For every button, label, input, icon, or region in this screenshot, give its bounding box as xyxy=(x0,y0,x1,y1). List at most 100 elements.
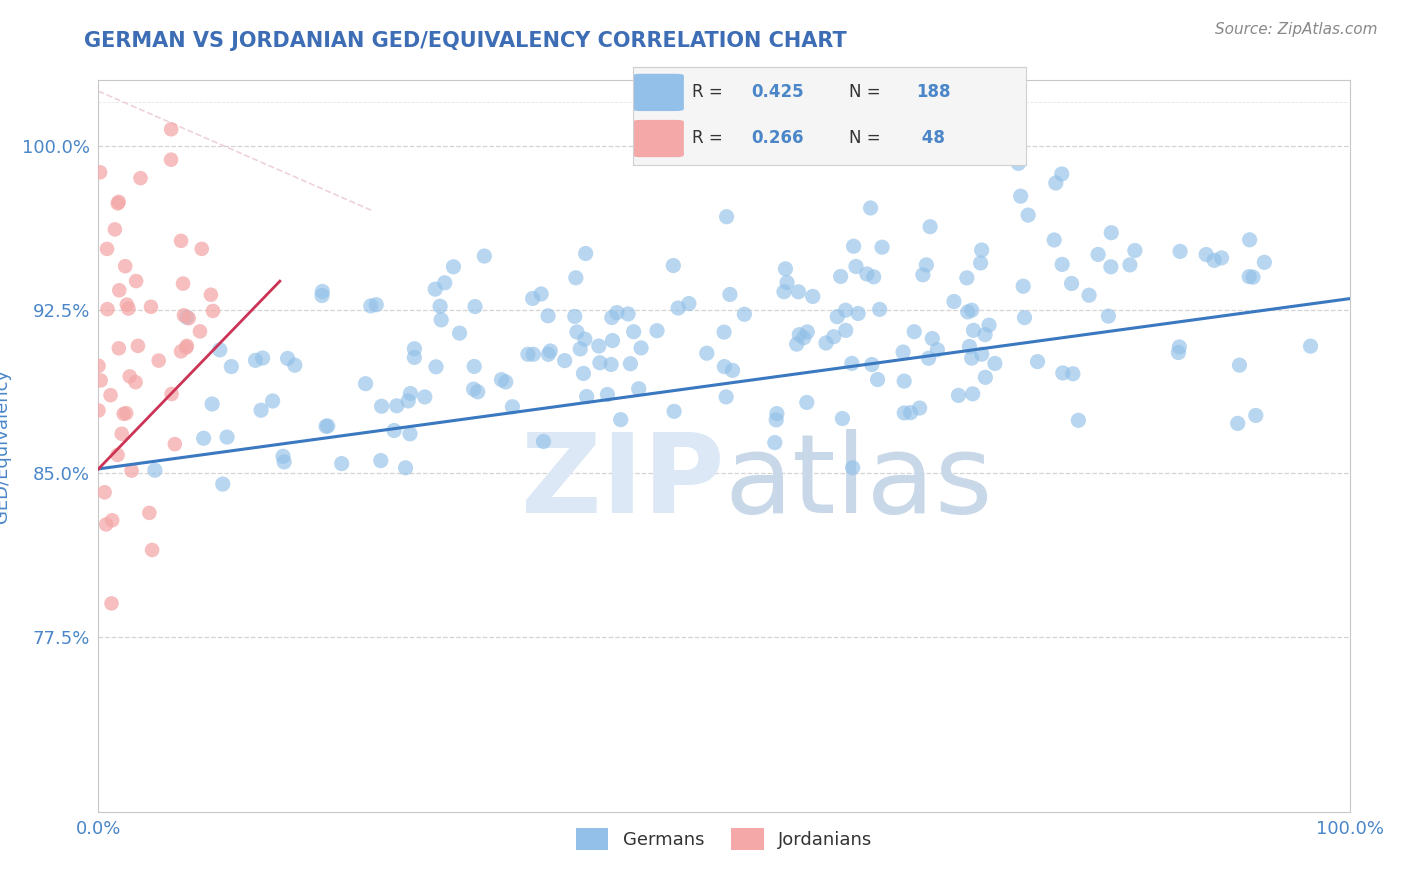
Point xyxy=(464,300,486,314)
Point xyxy=(245,353,267,368)
Point xyxy=(1017,208,1039,222)
Point xyxy=(316,419,339,434)
Point xyxy=(100,388,122,402)
Point xyxy=(176,339,198,353)
Point xyxy=(891,345,914,359)
Point xyxy=(1253,255,1275,269)
Point xyxy=(522,292,544,306)
Point xyxy=(404,351,426,365)
Point xyxy=(900,406,922,420)
Point xyxy=(962,323,984,337)
Point xyxy=(1062,367,1084,381)
Point xyxy=(170,344,193,359)
Point xyxy=(463,382,485,396)
Point xyxy=(775,261,797,276)
Point xyxy=(537,347,560,361)
Point xyxy=(160,387,183,401)
Point xyxy=(533,434,555,449)
Point xyxy=(1299,339,1322,353)
Point xyxy=(627,382,650,396)
Point xyxy=(89,165,111,179)
Point xyxy=(315,419,337,434)
Point xyxy=(908,401,931,415)
Point xyxy=(173,309,195,323)
Point xyxy=(1007,156,1029,170)
Point xyxy=(1244,409,1267,423)
Point xyxy=(121,464,143,478)
Point xyxy=(141,543,163,558)
Point xyxy=(773,285,796,299)
Point xyxy=(959,339,981,353)
Point xyxy=(1067,413,1090,427)
Point xyxy=(112,407,135,421)
Point xyxy=(915,258,938,272)
Point xyxy=(1119,258,1142,272)
Point xyxy=(200,287,222,301)
Point xyxy=(1168,244,1191,259)
Point xyxy=(138,506,160,520)
Point xyxy=(862,269,884,284)
Point xyxy=(1078,288,1101,302)
Point xyxy=(787,327,810,342)
Point xyxy=(94,517,117,532)
Point xyxy=(93,485,115,500)
Point xyxy=(733,307,755,321)
Text: N =: N = xyxy=(849,128,886,146)
Point xyxy=(522,347,544,361)
Point xyxy=(856,267,879,281)
Point xyxy=(602,334,624,348)
Point xyxy=(623,325,645,339)
Point xyxy=(588,339,610,353)
Point xyxy=(399,386,422,401)
Point xyxy=(208,343,231,357)
Point xyxy=(1099,226,1122,240)
Point xyxy=(662,404,685,418)
Point xyxy=(250,403,273,417)
Point xyxy=(575,246,598,260)
Point xyxy=(596,387,619,401)
Point xyxy=(491,373,513,387)
Point xyxy=(472,249,495,263)
Point xyxy=(396,393,419,408)
Point xyxy=(271,450,294,464)
Point xyxy=(713,359,735,374)
Point xyxy=(201,304,224,318)
Point xyxy=(870,240,893,254)
Point xyxy=(1097,309,1119,323)
Point xyxy=(666,301,689,315)
Point xyxy=(104,222,127,236)
Point xyxy=(100,596,122,610)
Point xyxy=(277,351,299,366)
Point xyxy=(262,394,284,409)
Point xyxy=(1014,310,1036,325)
Point xyxy=(433,276,456,290)
Point xyxy=(1043,233,1066,247)
Point xyxy=(662,259,685,273)
Text: 48: 48 xyxy=(917,128,945,146)
Point xyxy=(1167,345,1189,359)
Point xyxy=(107,194,129,209)
Point xyxy=(139,300,162,314)
Point xyxy=(589,356,612,370)
Point xyxy=(575,390,598,404)
Point xyxy=(463,359,485,374)
Point xyxy=(984,356,1007,370)
Point xyxy=(221,359,243,374)
Point xyxy=(787,285,810,299)
Legend: Germans, Jordanians: Germans, Jordanians xyxy=(568,821,880,857)
Point xyxy=(903,325,925,339)
Point xyxy=(793,331,815,345)
Point xyxy=(776,276,799,290)
Point xyxy=(177,311,200,326)
Point xyxy=(713,325,735,339)
Point xyxy=(201,397,224,411)
Point xyxy=(129,171,152,186)
Point xyxy=(366,298,388,312)
Point xyxy=(115,406,138,420)
Point xyxy=(330,457,353,471)
Point xyxy=(1226,417,1249,431)
Point xyxy=(311,285,333,299)
Point xyxy=(763,435,786,450)
Point xyxy=(962,387,984,401)
Point xyxy=(970,347,993,361)
